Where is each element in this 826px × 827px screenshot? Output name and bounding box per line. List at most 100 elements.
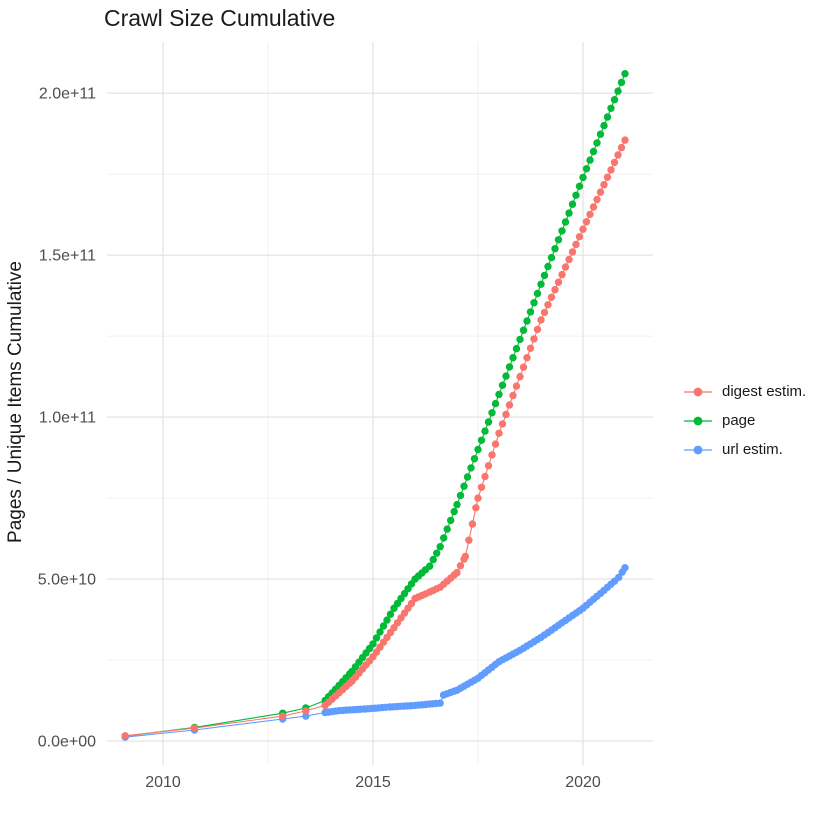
- series-page: [121, 70, 629, 740]
- data-point: [551, 245, 559, 253]
- data-point: [433, 549, 441, 557]
- data-point: [379, 622, 388, 630]
- data-point: [575, 182, 584, 190]
- data-point: [565, 255, 573, 264]
- data-point: [302, 707, 310, 715]
- legend-key-icon: [684, 445, 712, 454]
- data-point: [463, 473, 472, 481]
- y-tick-label: 2.0e+11: [39, 86, 96, 103]
- data-point: [481, 427, 489, 435]
- data-point: [484, 462, 493, 470]
- data-point: [540, 271, 549, 280]
- data-point: [474, 494, 482, 502]
- data-point: [470, 455, 479, 463]
- data-point: [544, 262, 552, 271]
- data-point: [443, 525, 451, 533]
- data-point: [582, 218, 591, 226]
- data-point: [551, 286, 559, 294]
- data-point: [484, 418, 493, 426]
- data-point: [467, 464, 475, 472]
- data-point: [537, 280, 545, 288]
- plot-title: Crawl Size Cumulative: [104, 5, 336, 31]
- data-point: [465, 536, 473, 544]
- data-point: [533, 289, 542, 298]
- data-point: [491, 399, 500, 408]
- data-point: [495, 390, 503, 399]
- data-point: [568, 200, 577, 208]
- data-point: [579, 225, 587, 233]
- legend-key-icon: [684, 387, 712, 396]
- data-point: [372, 634, 381, 642]
- data-point: [495, 429, 503, 437]
- y-axis-title: Pages / Unique Items Cumulative: [5, 261, 26, 543]
- data-point: [554, 236, 563, 244]
- data-point: [512, 382, 521, 390]
- legend-item-url-estim: url estim.: [683, 435, 806, 464]
- data-point: [593, 139, 601, 147]
- data-point: [519, 363, 528, 371]
- legend-key-icon: [684, 416, 712, 425]
- data-point: [589, 203, 598, 211]
- data-point: [565, 209, 573, 217]
- data-point: [477, 483, 486, 491]
- data-point: [561, 218, 570, 226]
- data-point: [460, 482, 468, 490]
- legend: digest estim. page url estim.: [683, 377, 806, 464]
- data-point: [488, 451, 496, 459]
- plot-panel: [107, 42, 653, 765]
- data-point: [477, 436, 486, 444]
- x-tick-label: 2015: [355, 774, 391, 791]
- data-point: [610, 96, 619, 104]
- legend-item-digest-estim: digest estim.: [683, 377, 806, 406]
- data-point: [596, 130, 605, 138]
- data-point: [614, 151, 622, 159]
- data-point: [279, 712, 287, 720]
- data-point: [582, 165, 591, 173]
- data-point: [547, 293, 556, 301]
- data-point: [600, 181, 608, 189]
- data-point: [561, 263, 570, 271]
- data-point: [572, 240, 580, 249]
- data-point: [436, 699, 444, 707]
- data-point: [447, 516, 455, 525]
- data-point: [530, 299, 538, 307]
- data-point: [533, 325, 542, 334]
- x-tick-label: 2010: [145, 774, 181, 791]
- data-point: [526, 308, 535, 316]
- data-point: [450, 507, 458, 516]
- legend-label: url estim.: [722, 441, 783, 458]
- data-point: [600, 121, 608, 130]
- data-point: [523, 354, 531, 362]
- data-point: [429, 555, 437, 564]
- series-url-estim: [121, 564, 629, 741]
- data-point: [523, 317, 531, 325]
- data-point: [369, 640, 377, 648]
- data-point: [502, 372, 510, 380]
- data-point: [121, 732, 129, 740]
- data-point: [456, 562, 465, 570]
- data-point: [481, 472, 489, 481]
- data-point: [516, 372, 524, 381]
- data-point: [572, 191, 580, 199]
- data-point: [558, 270, 566, 279]
- data-point: [498, 420, 507, 428]
- data-point: [526, 344, 535, 352]
- legend-label: digest estim.: [722, 383, 807, 400]
- data-point: [512, 344, 521, 353]
- legend-label: page: [722, 412, 756, 429]
- data-point: [615, 573, 623, 582]
- data-point: [461, 552, 470, 561]
- y-tick-label: 5.0e+10: [38, 572, 96, 589]
- data-point: [617, 143, 626, 152]
- data-point: [453, 500, 461, 509]
- data-point: [498, 381, 507, 389]
- data-point: [386, 610, 395, 618]
- data-point: [436, 543, 444, 551]
- data-point: [603, 173, 612, 181]
- data-point: [456, 491, 465, 500]
- data-point: [453, 568, 461, 577]
- data-point: [383, 616, 391, 624]
- data-point: [621, 70, 629, 78]
- data-point: [586, 156, 594, 164]
- data-point: [302, 712, 310, 720]
